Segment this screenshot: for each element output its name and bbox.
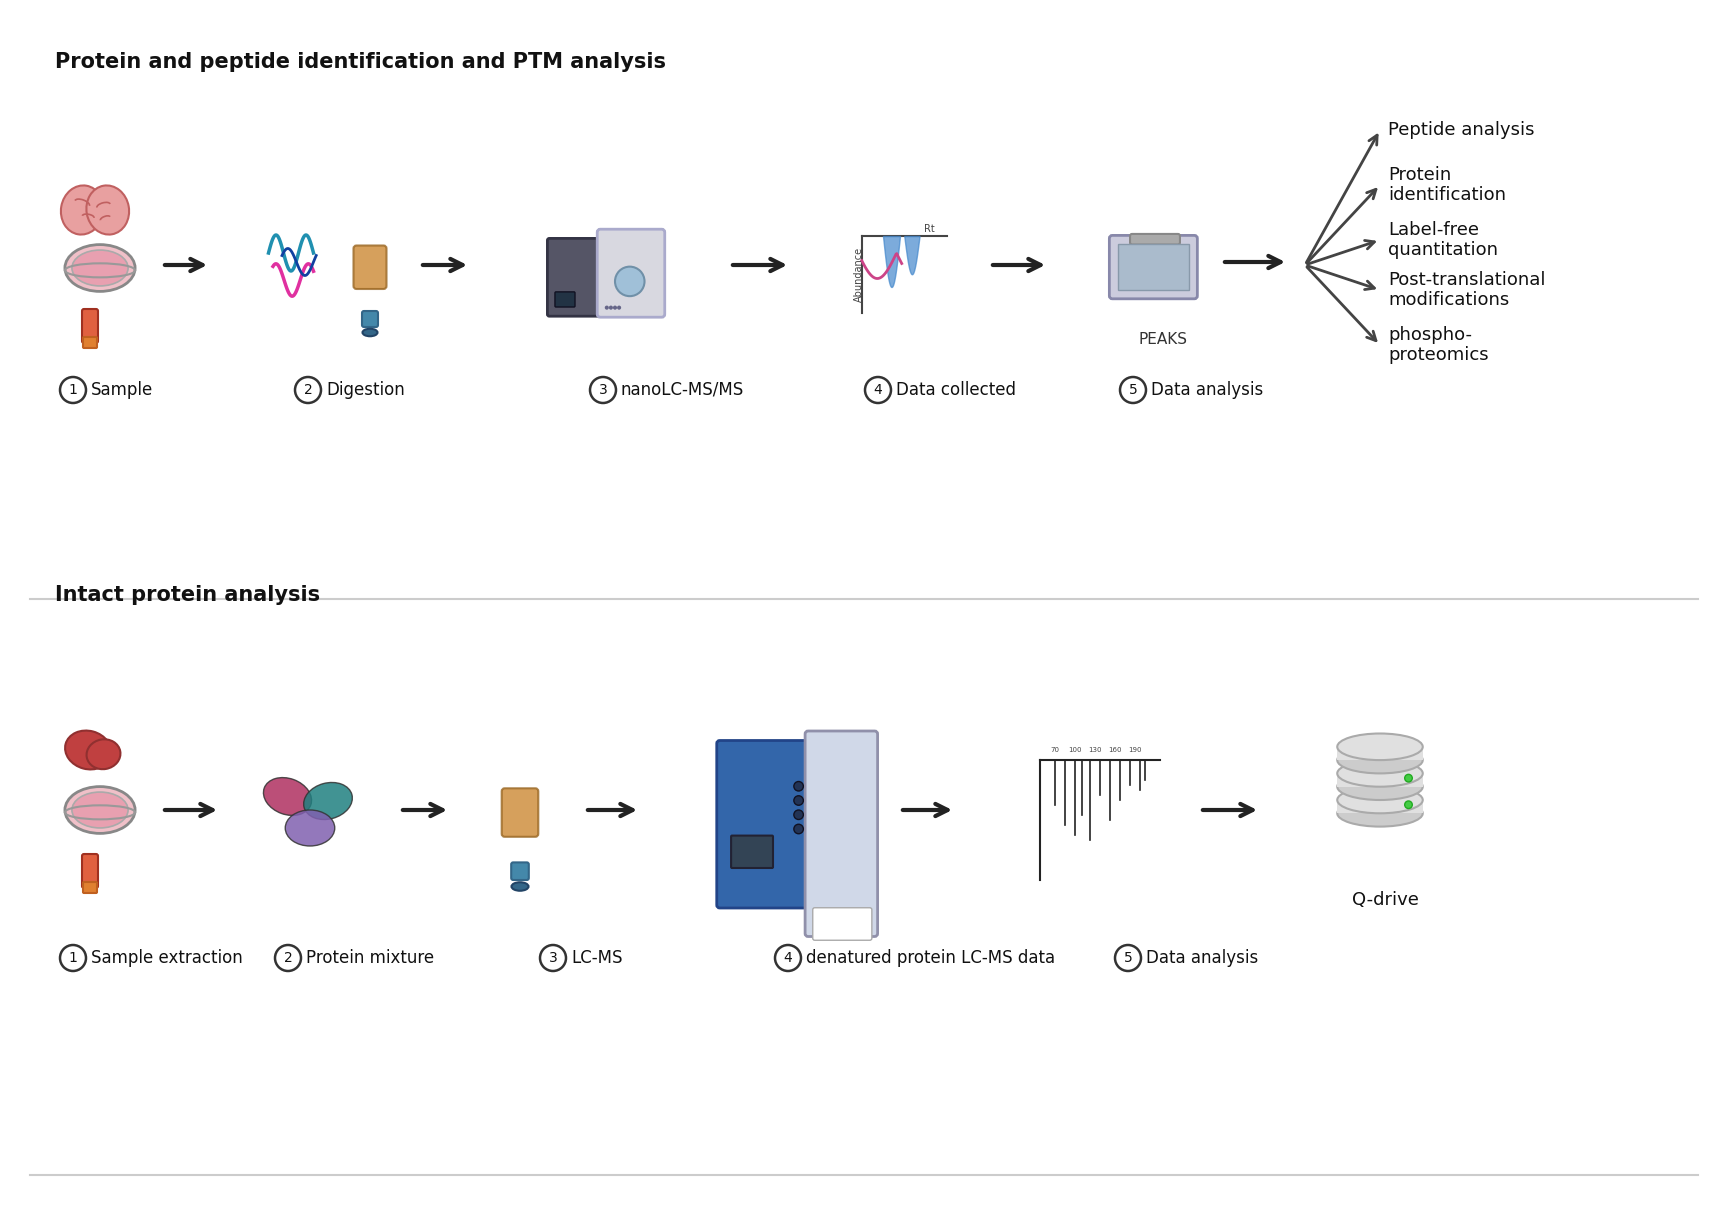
- FancyBboxPatch shape: [1337, 799, 1422, 813]
- Text: Q-drive: Q-drive: [1351, 891, 1419, 909]
- Text: Data collected: Data collected: [897, 381, 1016, 399]
- Text: 160: 160: [1108, 747, 1121, 753]
- Text: 70: 70: [1051, 747, 1059, 753]
- Circle shape: [589, 378, 615, 403]
- FancyBboxPatch shape: [511, 863, 529, 880]
- Circle shape: [793, 782, 804, 791]
- Circle shape: [1115, 945, 1140, 970]
- Ellipse shape: [1337, 760, 1422, 786]
- Ellipse shape: [66, 244, 135, 292]
- Circle shape: [1405, 801, 1412, 808]
- Circle shape: [295, 378, 321, 403]
- FancyBboxPatch shape: [548, 238, 601, 316]
- Text: 130: 130: [1089, 747, 1102, 753]
- Ellipse shape: [304, 783, 353, 819]
- Text: 1: 1: [69, 384, 78, 397]
- FancyBboxPatch shape: [501, 788, 539, 837]
- FancyBboxPatch shape: [83, 338, 97, 348]
- Ellipse shape: [86, 739, 121, 770]
- Text: Label-free
quantitation: Label-free quantitation: [1388, 220, 1498, 259]
- Text: nanoLC-MS/MS: nanoLC-MS/MS: [620, 381, 745, 399]
- FancyBboxPatch shape: [1130, 234, 1180, 244]
- Ellipse shape: [1337, 773, 1422, 800]
- Circle shape: [608, 306, 613, 310]
- Ellipse shape: [263, 778, 311, 816]
- FancyBboxPatch shape: [1118, 244, 1189, 290]
- FancyBboxPatch shape: [354, 246, 387, 289]
- Text: LC-MS: LC-MS: [570, 949, 622, 967]
- Text: denatured protein LC-MS data: denatured protein LC-MS data: [805, 949, 1056, 967]
- Ellipse shape: [73, 793, 128, 828]
- Text: 2: 2: [283, 951, 292, 966]
- Text: 100: 100: [1068, 747, 1082, 753]
- Text: Protein
identification: Protein identification: [1388, 166, 1507, 204]
- Circle shape: [605, 306, 608, 310]
- Text: 5: 5: [1128, 384, 1137, 397]
- Text: Peptide analysis: Peptide analysis: [1388, 121, 1534, 139]
- Text: 3: 3: [598, 384, 607, 397]
- Text: Protein mixture: Protein mixture: [306, 949, 434, 967]
- Text: Data analysis: Data analysis: [1146, 949, 1258, 967]
- Ellipse shape: [66, 731, 111, 770]
- FancyBboxPatch shape: [81, 854, 98, 888]
- Text: 4: 4: [874, 384, 883, 397]
- Text: 4: 4: [783, 951, 793, 966]
- Ellipse shape: [511, 882, 529, 891]
- Text: 3: 3: [548, 951, 558, 966]
- Text: Rt: Rt: [924, 224, 935, 235]
- FancyBboxPatch shape: [598, 229, 665, 317]
- FancyBboxPatch shape: [1337, 745, 1422, 760]
- Text: phospho-
proteomics: phospho- proteomics: [1388, 325, 1488, 364]
- Circle shape: [275, 945, 301, 970]
- Circle shape: [60, 378, 86, 403]
- Circle shape: [793, 796, 804, 805]
- Ellipse shape: [1337, 800, 1422, 826]
- Circle shape: [793, 824, 804, 834]
- FancyBboxPatch shape: [81, 309, 98, 342]
- Ellipse shape: [285, 809, 335, 846]
- Ellipse shape: [73, 250, 128, 286]
- Text: 5: 5: [1123, 951, 1132, 966]
- Circle shape: [774, 945, 802, 970]
- Circle shape: [1120, 378, 1146, 403]
- Text: Post-translational
modifications: Post-translational modifications: [1388, 271, 1545, 310]
- Text: Abundance: Abundance: [854, 247, 864, 301]
- FancyBboxPatch shape: [555, 292, 575, 307]
- FancyBboxPatch shape: [83, 882, 97, 893]
- Ellipse shape: [86, 185, 130, 235]
- Circle shape: [613, 306, 617, 310]
- Circle shape: [539, 945, 567, 970]
- Ellipse shape: [66, 786, 135, 834]
- FancyBboxPatch shape: [805, 731, 878, 937]
- FancyBboxPatch shape: [731, 836, 772, 868]
- Text: Intact protein analysis: Intact protein analysis: [55, 584, 320, 605]
- Text: Sample extraction: Sample extraction: [92, 949, 242, 967]
- FancyBboxPatch shape: [717, 741, 812, 908]
- Text: Digestion: Digestion: [327, 381, 404, 399]
- FancyBboxPatch shape: [1337, 772, 1422, 786]
- Ellipse shape: [363, 329, 377, 336]
- Text: Data analysis: Data analysis: [1151, 381, 1263, 399]
- Circle shape: [866, 378, 892, 403]
- Circle shape: [793, 809, 804, 819]
- Circle shape: [60, 945, 86, 970]
- FancyBboxPatch shape: [361, 311, 378, 327]
- Text: 2: 2: [304, 384, 313, 397]
- Circle shape: [1405, 774, 1412, 782]
- Text: PEAKS: PEAKS: [1139, 333, 1187, 347]
- FancyBboxPatch shape: [812, 908, 873, 940]
- FancyBboxPatch shape: [1109, 236, 1198, 299]
- Ellipse shape: [1337, 733, 1422, 760]
- Text: 1: 1: [69, 951, 78, 966]
- Text: Protein and peptide identification and PTM analysis: Protein and peptide identification and P…: [55, 52, 665, 73]
- Ellipse shape: [60, 185, 104, 235]
- Ellipse shape: [1337, 786, 1422, 813]
- Circle shape: [615, 266, 645, 296]
- Circle shape: [617, 306, 620, 310]
- Ellipse shape: [1337, 747, 1422, 773]
- Text: Sample: Sample: [92, 381, 154, 399]
- Text: 190: 190: [1128, 747, 1142, 753]
